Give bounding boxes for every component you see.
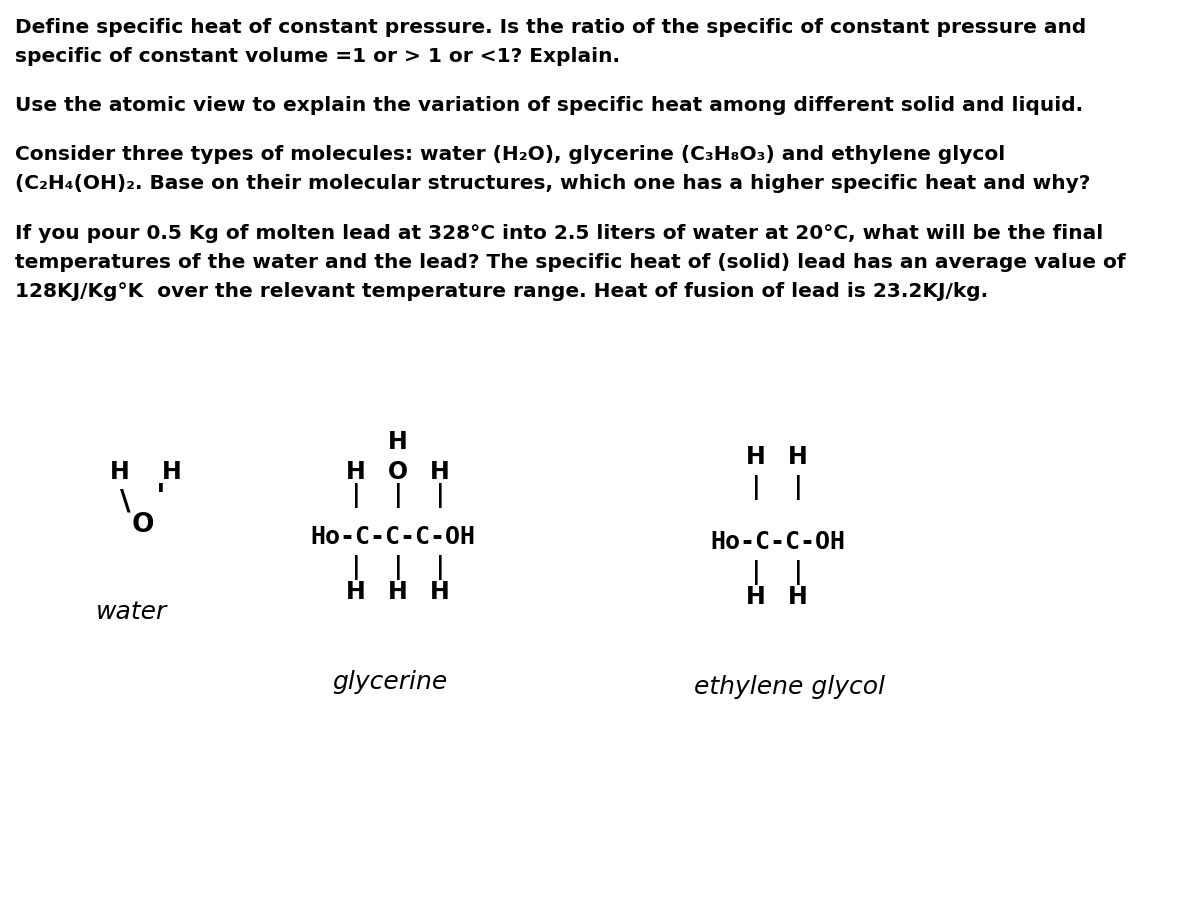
- Text: Consider three types of molecules: water (H₂O), glycerine (C₃H₈O₃) and ethylene : Consider three types of molecules: water…: [15, 145, 1005, 164]
- Text: |: |: [351, 483, 361, 508]
- Text: H: H: [347, 460, 366, 484]
- Text: H: H: [788, 585, 808, 609]
- Text: Use the atomic view to explain the variation of specific heat among different so: Use the atomic view to explain the varia…: [15, 96, 1083, 115]
- Text: glycerine: glycerine: [332, 670, 447, 694]
- Text: H: H: [110, 460, 129, 484]
- Text: |: |: [794, 560, 802, 585]
- Text: If you pour 0.5 Kg of molten lead at 328°C into 2.5 liters of water at 20°C, wha: If you pour 0.5 Kg of molten lead at 328…: [15, 224, 1103, 243]
- Text: |: |: [436, 483, 444, 508]
- Text: Define specific heat of constant pressure. Is the ratio of the specific of const: Define specific heat of constant pressur…: [15, 18, 1086, 37]
- Text: |: |: [351, 555, 361, 580]
- Text: O: O: [132, 512, 154, 538]
- Text: H: H: [747, 445, 766, 469]
- Text: H: H: [161, 460, 182, 484]
- Text: |: |: [394, 483, 402, 508]
- Text: |: |: [394, 555, 402, 580]
- Text: Ho-C-C-OH: Ho-C-C-OH: [710, 530, 845, 554]
- Text: |: |: [751, 475, 761, 500]
- Text: specific of constant volume =1 or > 1 or <1? Explain.: specific of constant volume =1 or > 1 or…: [15, 47, 620, 66]
- Text: H: H: [747, 585, 766, 609]
- Text: |: |: [751, 560, 761, 585]
- Text: |: |: [436, 555, 444, 580]
- Text: H: H: [788, 445, 808, 469]
- Text: |: |: [794, 475, 802, 500]
- Text: Ho-C-C-C-OH: Ho-C-C-C-OH: [310, 525, 475, 549]
- Text: water: water: [96, 600, 167, 624]
- Text: O: O: [388, 460, 408, 484]
- Text: ethylene glycol: ethylene glycol: [694, 675, 886, 699]
- Text: temperatures of the water and the lead? The specific heat of (solid) lead has an: temperatures of the water and the lead? …: [15, 253, 1125, 272]
- Text: H: H: [388, 580, 408, 604]
- Text: H: H: [388, 430, 408, 454]
- Text: H: H: [430, 460, 450, 484]
- Text: (C₂H₄(OH)₂. Base on their molecular structures, which one has a higher specific : (C₂H₄(OH)₂. Base on their molecular stru…: [15, 174, 1091, 193]
- Text: ': ': [155, 482, 166, 513]
- Text: \: \: [120, 487, 131, 515]
- Text: H: H: [347, 580, 366, 604]
- Text: H: H: [430, 580, 450, 604]
- Text: 128KJ/Kg°K  over the relevant temperature range. Heat of fusion of lead is 23.2K: 128KJ/Kg°K over the relevant temperature…: [15, 282, 988, 301]
